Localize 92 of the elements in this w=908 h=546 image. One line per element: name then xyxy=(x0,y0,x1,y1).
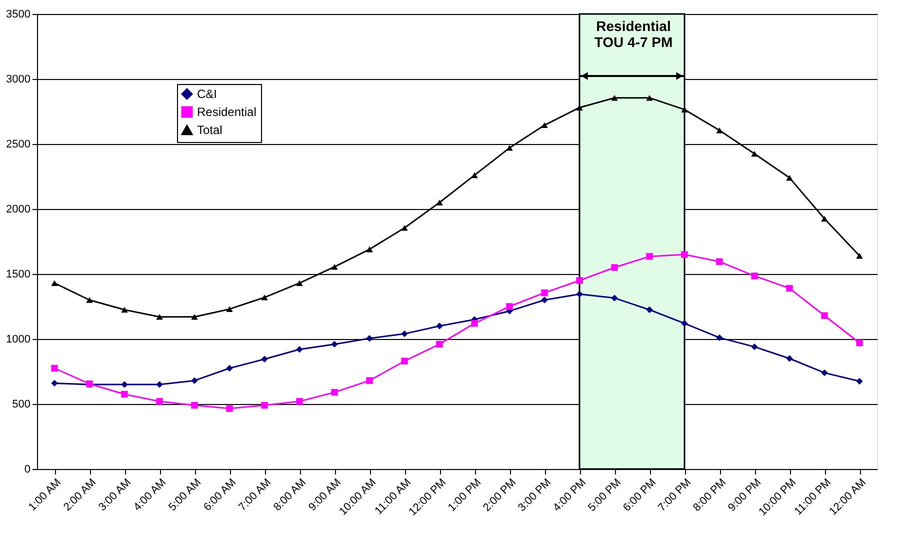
point xyxy=(506,303,513,310)
point xyxy=(191,402,198,409)
point xyxy=(401,358,408,364)
point xyxy=(471,172,478,178)
point xyxy=(436,340,443,348)
point xyxy=(716,334,723,342)
point xyxy=(261,402,268,409)
y-tick-label: 2000 xyxy=(6,204,30,216)
point xyxy=(611,264,618,271)
point xyxy=(821,369,828,376)
x-tick-label: 6:00 PM xyxy=(621,476,658,514)
point xyxy=(681,251,688,258)
point xyxy=(681,106,688,112)
point xyxy=(856,340,863,346)
point xyxy=(296,346,303,353)
point xyxy=(366,334,373,342)
point xyxy=(401,330,408,338)
point xyxy=(646,253,653,260)
y-tick-label: 1000 xyxy=(6,334,30,346)
y-tick-label: 3000 xyxy=(6,74,30,86)
point xyxy=(751,150,758,157)
x-tick-label: 4:00 AM xyxy=(131,476,168,514)
x-tick-label: 3:00 PM xyxy=(516,476,554,514)
x-tick-label: 3:00 AM xyxy=(96,476,134,514)
point xyxy=(541,122,548,128)
point xyxy=(646,306,653,314)
point xyxy=(366,377,373,384)
point xyxy=(541,296,548,304)
point xyxy=(471,320,478,327)
x-tick-label: 8:00 AM xyxy=(271,476,308,514)
point xyxy=(156,314,163,320)
point xyxy=(716,127,723,134)
band-label: Residential TOU 4-7 PM xyxy=(594,18,673,50)
point xyxy=(506,144,513,151)
point xyxy=(751,343,758,350)
point xyxy=(86,297,93,303)
point xyxy=(611,94,618,101)
x-tick-label: 5:00 PM xyxy=(586,476,624,514)
legend-label: C&I xyxy=(197,87,218,101)
point xyxy=(156,398,163,405)
point xyxy=(786,355,793,362)
point xyxy=(191,314,198,320)
point xyxy=(226,405,233,412)
point xyxy=(51,380,58,387)
point xyxy=(821,216,828,222)
x-tick-label: 6:00 AM xyxy=(201,476,238,514)
point xyxy=(541,289,548,296)
point xyxy=(51,364,58,372)
y-tick-label: 0 xyxy=(24,464,30,476)
y-tick-label: 2500 xyxy=(6,138,30,150)
x-tick-label: 7:00 AM xyxy=(236,476,274,514)
point xyxy=(191,377,198,384)
x-tick-label: 7:00 PM xyxy=(656,476,694,514)
point xyxy=(436,322,443,330)
point xyxy=(156,381,163,388)
y-tick-label: 500 xyxy=(12,398,30,410)
point xyxy=(226,364,233,372)
point xyxy=(786,174,793,181)
point xyxy=(331,388,338,396)
point xyxy=(401,224,408,231)
point xyxy=(51,280,58,286)
point xyxy=(576,277,583,284)
point xyxy=(856,378,863,385)
point xyxy=(611,294,618,302)
point xyxy=(366,246,373,252)
y-tick-label: 3500 xyxy=(6,8,30,20)
point xyxy=(751,272,758,280)
point xyxy=(296,398,303,405)
point xyxy=(821,312,828,319)
point xyxy=(121,381,128,388)
legend-label: Total xyxy=(197,123,222,137)
point xyxy=(261,294,268,300)
point xyxy=(331,340,338,348)
point xyxy=(121,390,128,398)
point xyxy=(576,290,583,298)
point xyxy=(226,306,233,312)
x-tick-label: 5:00 AM xyxy=(166,476,204,514)
point xyxy=(436,200,443,206)
point xyxy=(646,94,653,101)
point xyxy=(576,104,583,111)
point xyxy=(856,252,863,259)
y-tick-label: 1500 xyxy=(6,268,30,280)
point xyxy=(681,320,688,327)
point xyxy=(121,306,128,313)
point xyxy=(716,258,723,266)
point xyxy=(786,284,793,292)
point xyxy=(331,264,338,270)
legend-label: Residential xyxy=(197,105,256,119)
point xyxy=(261,356,268,363)
x-tick-label: 8:00 PM xyxy=(691,476,728,514)
point xyxy=(296,280,303,286)
x-tick-label: 4:00 PM xyxy=(551,476,588,514)
